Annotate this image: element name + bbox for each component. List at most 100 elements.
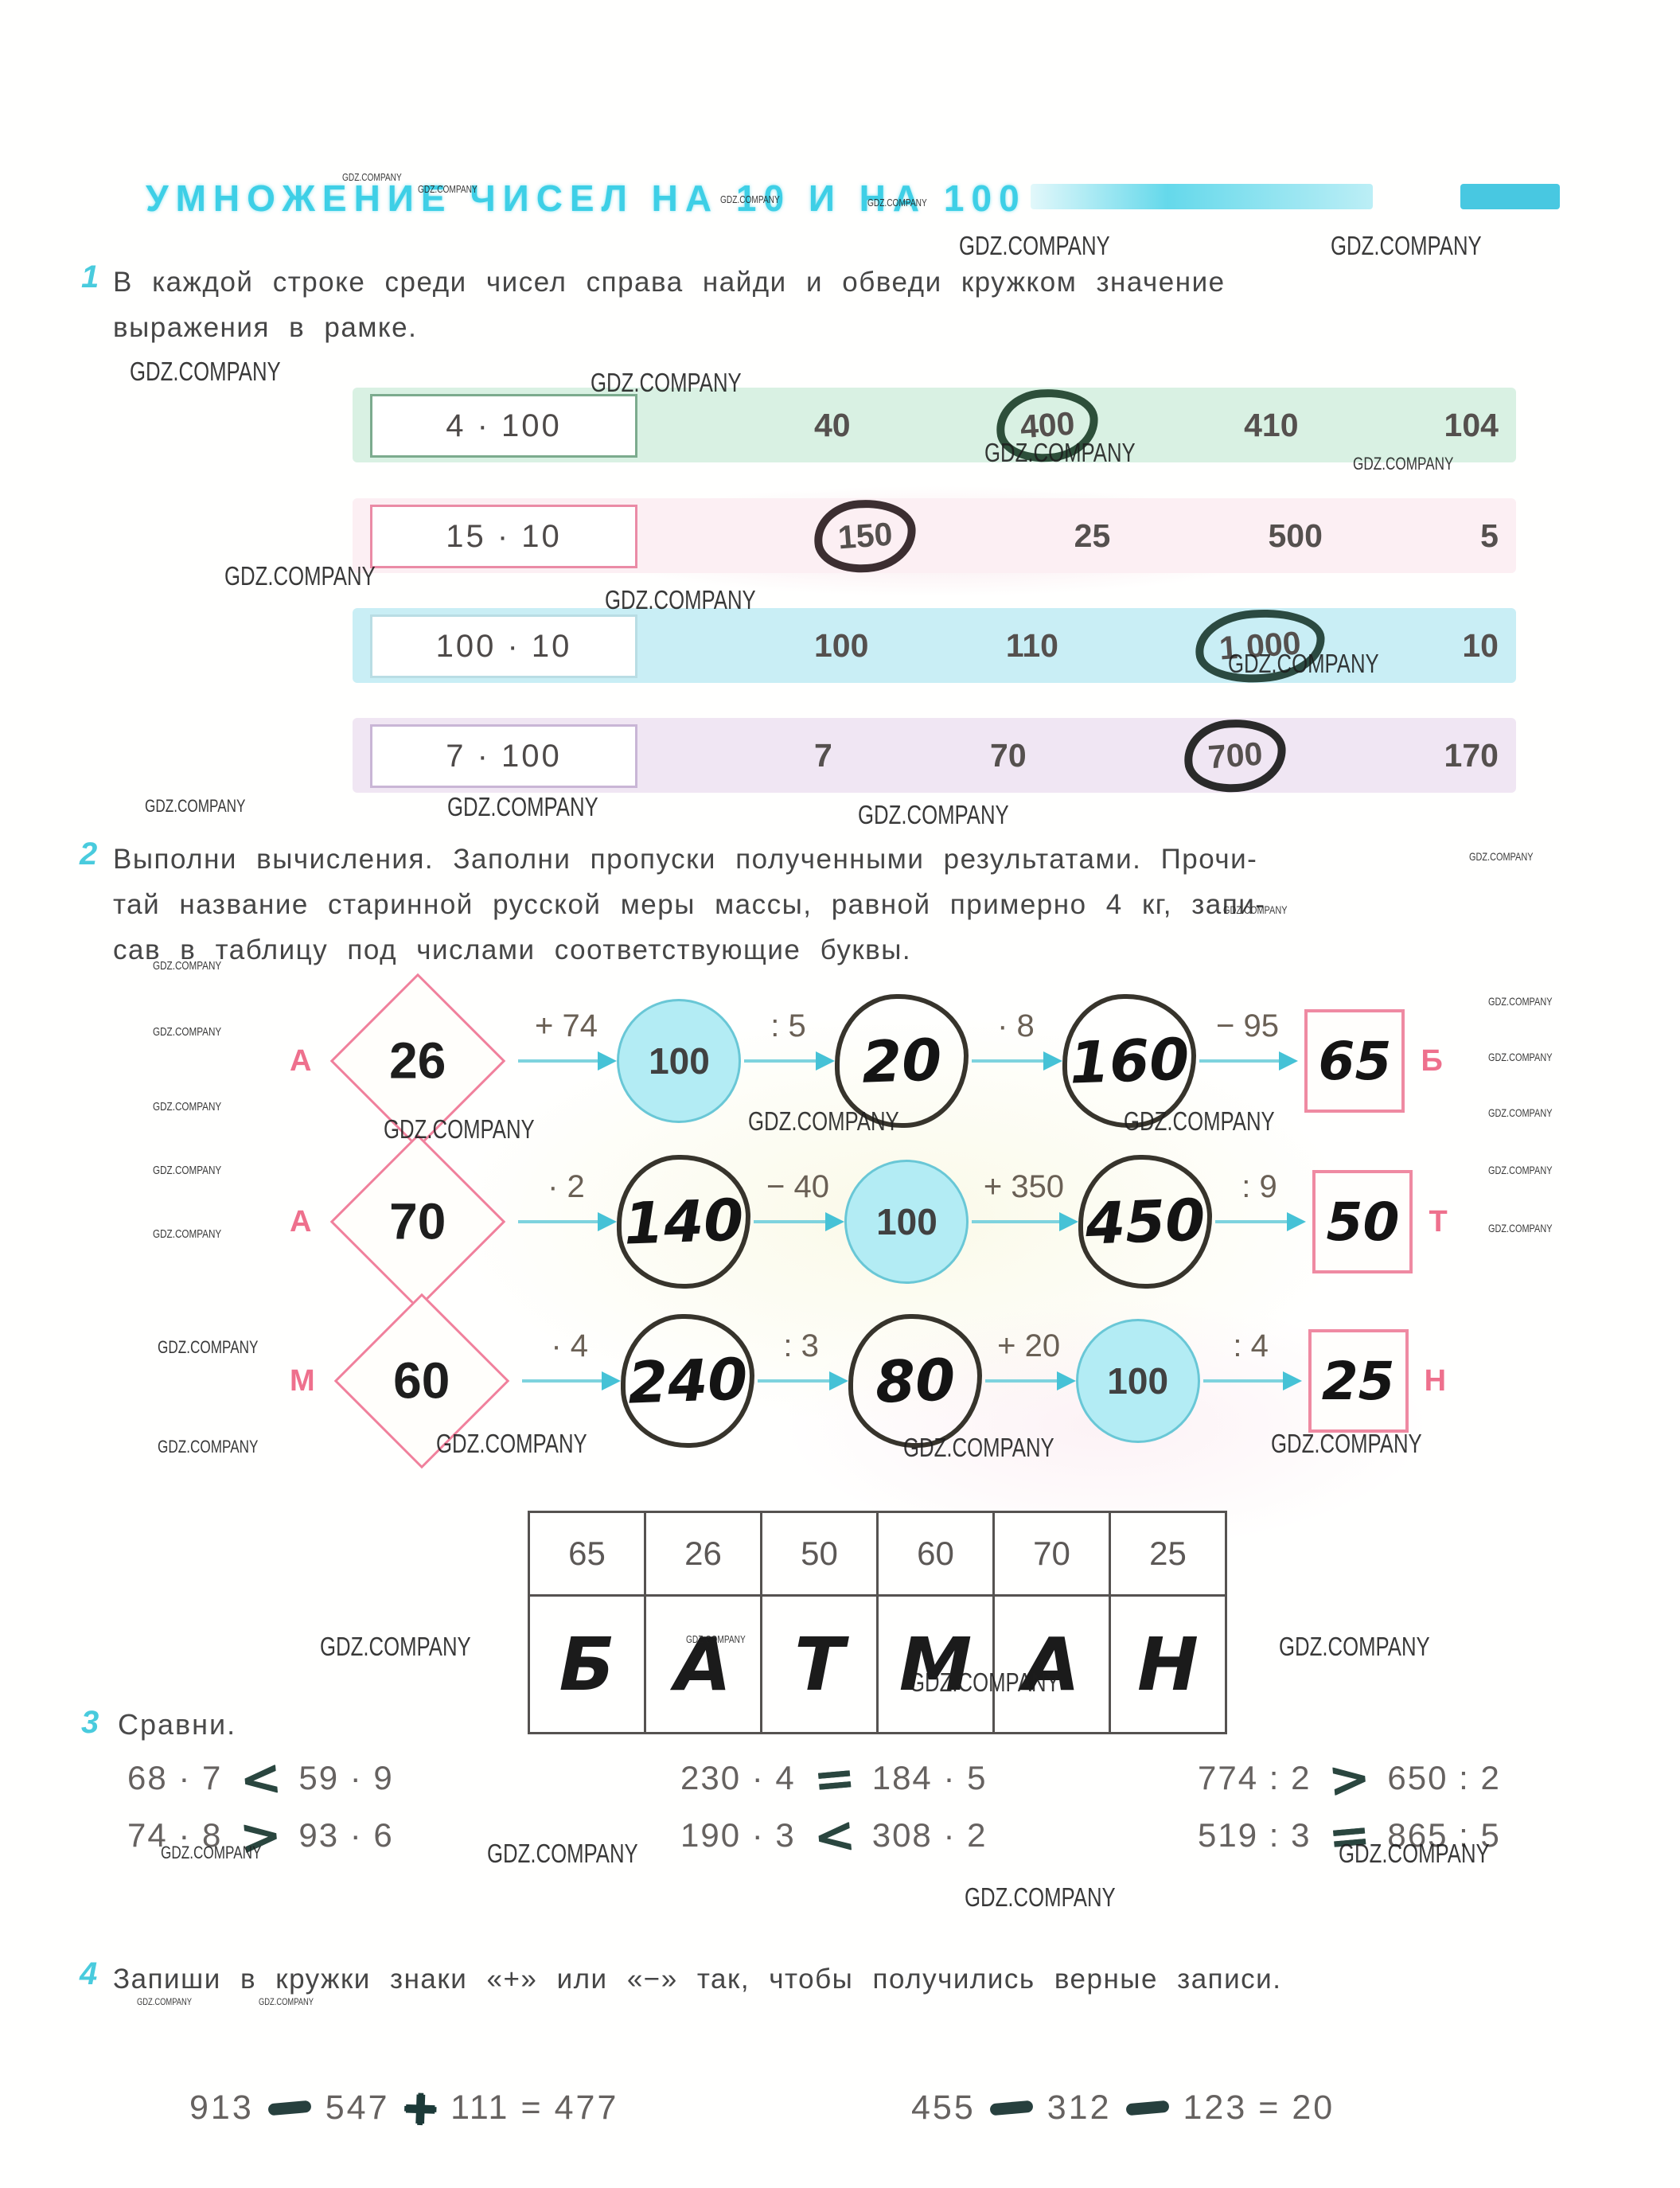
comparison-left: 68 · 7: [127, 1759, 223, 1796]
comparison-left: 74 · 8: [127, 1816, 223, 1854]
exercise-1-text: В каждой строке среди чисел справа найди…: [113, 259, 1546, 350]
start-value: 70: [389, 1193, 447, 1250]
equation-operand: 312: [1047, 2088, 1112, 2127]
option-number: 410: [1244, 406, 1299, 443]
equation-operand: 913: [189, 2088, 254, 2127]
comparison-right: 59 · 9: [298, 1759, 394, 1796]
watermark: GDZ.COMPANY: [686, 1633, 746, 1645]
table-letter-row: Б А Т М А Н: [528, 1594, 1227, 1734]
chain-row-2: А 70 · 2 140 − 40 100 + 350 450 : 9 50 Т: [280, 1130, 1457, 1313]
operation-label: · 8: [997, 1008, 1035, 1043]
start-diamond: 70: [330, 1133, 506, 1310]
handwritten-answer: 80: [874, 1346, 957, 1416]
handwritten-answer: 20: [860, 1026, 943, 1096]
equation-result: 477: [554, 2088, 619, 2127]
handwritten-answer: 140: [622, 1186, 746, 1258]
watermark: GDZ.COMPANY: [161, 1843, 262, 1862]
exercise-2-text-line: тай название старинной русской меры масс…: [113, 889, 1266, 920]
chain-end-letter: Б: [1421, 1043, 1443, 1078]
watermark: GDZ.COMPANY: [153, 1025, 222, 1039]
expression-box: 4 · 100: [370, 394, 637, 458]
arrow: − 95: [1199, 1008, 1299, 1071]
equation-result: 20: [1292, 2088, 1335, 2127]
watermark: GDZ.COMPANY: [1228, 649, 1379, 678]
table-number-cell: 25: [1109, 1511, 1227, 1597]
operation-label: · 2: [548, 1169, 585, 1204]
arrow: : 9: [1215, 1169, 1307, 1231]
exercise-2-text-line: Выполни вычисления. Заполни пропуски пол…: [113, 844, 1258, 875]
chain-start-letter: М: [290, 1363, 315, 1398]
table-letter-cell: А: [992, 1594, 1111, 1734]
arrow: + 20: [984, 1328, 1076, 1390]
watermark: GDZ.COMPANY: [153, 959, 222, 973]
operation-label: : 4: [1233, 1328, 1269, 1363]
arrow: · 4: [521, 1328, 621, 1390]
expression-box: 15 · 10: [370, 505, 637, 568]
ex1-row-4: 7 · 100 7 70 700 170: [353, 716, 1516, 795]
watermark: GDZ.COMPANY: [1279, 1632, 1430, 1661]
table-letter-cell: Б: [528, 1594, 646, 1734]
arrow: : 3: [757, 1328, 848, 1390]
circled-answer: 700: [1181, 716, 1289, 795]
comparison-right: 865 : 5: [1387, 1816, 1501, 1854]
table-number-cell: 26: [644, 1511, 762, 1597]
page-title: УМНОЖЕНИЕ ЧИСЕЛ НА 10 И НА 100: [146, 177, 1027, 219]
option-number: 500: [1268, 517, 1323, 554]
watermark: GDZ.COMPANY: [959, 231, 1110, 260]
watermark: GDZ.COMPANY: [1488, 1222, 1553, 1234]
given-node: 100: [1075, 1319, 1200, 1443]
answer-node: 450: [1078, 1155, 1213, 1289]
end-box: 50: [1312, 1170, 1413, 1273]
exercise-4-text: Запиши в кружки знаки «+» или «−» так, ч…: [113, 1964, 1282, 1995]
given-node: 100: [617, 999, 742, 1123]
chain-start-letter: А: [290, 1204, 312, 1238]
arrow: : 4: [1203, 1328, 1302, 1390]
operation-label: + 20: [997, 1328, 1061, 1363]
watermark: GDZ.COMPANY: [1488, 1164, 1553, 1176]
watermark: GDZ.COMPANY: [158, 1337, 259, 1357]
watermark: GDZ.COMPANY: [153, 1164, 222, 1177]
handwritten-comparison-sign: <: [810, 1804, 857, 1866]
handwritten-answer: 240: [626, 1345, 749, 1417]
watermark: GDZ.COMPANY: [858, 800, 1009, 829]
given-value: 100: [1107, 1360, 1169, 1402]
option-number: 25: [1074, 517, 1111, 554]
handwritten-answer: 25: [1321, 1350, 1395, 1412]
comparison-right: 650 : 2: [1387, 1759, 1501, 1796]
expression-box: 7 · 100: [370, 724, 637, 788]
exercise-1-number: 1: [81, 259, 99, 294]
circled-answer: 150: [811, 496, 919, 575]
chain-end-letter: Т: [1429, 1204, 1448, 1238]
comparison: 230 · 4 = 184 · 5: [680, 1747, 987, 1808]
table-letter-cell: А: [644, 1594, 762, 1734]
exercise-1-text-line: В каждой строке среди чисел справа найди…: [113, 267, 1226, 298]
option-number: 10: [1462, 626, 1499, 664]
ex1-row-1: 4 · 100 40 400 410 104: [353, 385, 1516, 465]
exercise-3-number: 3: [81, 1705, 99, 1740]
operation-label: : 9: [1241, 1169, 1277, 1204]
title-highlight-bar: [1031, 184, 1373, 209]
watermark: GDZ.COMPANY: [342, 171, 402, 183]
comparison: 74 · 8 > 93 · 6: [127, 1804, 394, 1866]
table-letter-cell: М: [876, 1594, 995, 1734]
watermark: GDZ.COMPANY: [1469, 850, 1534, 863]
option-number: 100: [814, 626, 869, 664]
watermark: GDZ.COMPANY: [591, 368, 742, 397]
equation-operand: 111: [450, 2088, 510, 2127]
watermark: GDZ.COMPANY: [1488, 1051, 1553, 1063]
comparison-left: 190 · 3: [680, 1816, 796, 1854]
end-box: 25: [1308, 1329, 1409, 1433]
answer-node: 160: [1062, 994, 1197, 1128]
watermark: GDZ.COMPANY: [605, 585, 756, 614]
handwritten-minus-sign: [267, 2100, 312, 2116]
given-node: 100: [844, 1160, 969, 1284]
table-letter-cell: Т: [760, 1594, 879, 1734]
handwritten-minus-sign: [1125, 2100, 1170, 2116]
operation-label: − 95: [1215, 1008, 1279, 1043]
watermark: GDZ.COMPANY: [137, 1996, 192, 2007]
exercise-2-number: 2: [80, 837, 98, 872]
watermark: GDZ.COMPANY: [903, 1433, 1054, 1462]
watermark: GDZ.COMPANY: [153, 1227, 222, 1241]
watermark: GDZ.COMPANY: [320, 1632, 471, 1661]
